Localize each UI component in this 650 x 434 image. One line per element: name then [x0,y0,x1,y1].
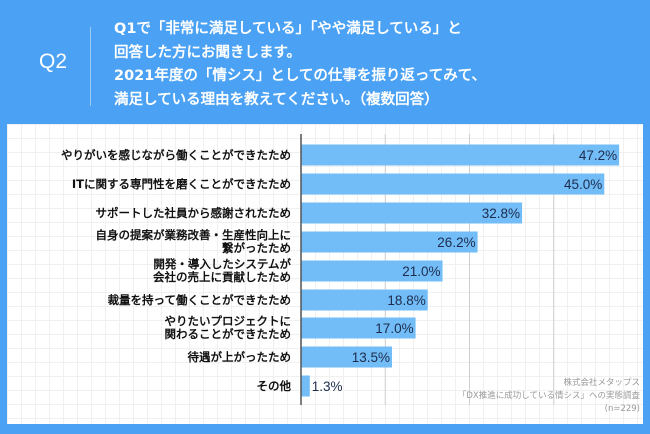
bar [301,317,416,339]
value-label: 18.8% [387,293,425,308]
value-label: 32.8% [482,206,520,221]
value-label: 1.3% [312,379,343,394]
bar [301,289,428,311]
value-label: 45.0% [564,177,602,192]
bar [301,144,620,166]
bar [301,173,605,195]
value-label: 21.0% [402,264,440,279]
category-label: 自身の提案が業務改善・生産性向上に 繋がったため [95,228,292,255]
bar [301,202,523,224]
source-company: 株式会社メタップス [563,378,640,388]
bar [301,375,310,397]
value-label: 17.0% [375,321,413,336]
divider [90,27,91,106]
category-label: 裁量を持って働くことができたため [107,292,291,307]
value-label: 47.2% [579,148,617,163]
category-label: その他 [256,378,292,393]
category-label: 開発・導入したシステムが 会社の売上に貢献したため [153,257,291,284]
value-label: 13.5% [352,350,390,365]
question-text: Q1で「非常に満足している」「やや満足している」と 回答した方にお聞きします。 … [114,21,486,108]
bar [301,260,443,282]
source-survey: 「DX推進に成功している情シス」への実態調査 [457,391,640,401]
category-label: やりがいを感じながら働くことができたため [61,147,291,162]
bar [301,231,478,253]
question-number: Q2 [38,50,67,73]
bar [301,346,392,368]
category-label: やりたいプロジェクトに 関わることができたため [164,314,292,341]
category-label: サポートした社員から感謝されたため [95,205,292,220]
category-label: ITに関する専門性を磨くことができたため [71,176,291,191]
value-label: 26.2% [437,235,475,250]
sample-size: (n=229) [604,404,640,414]
category-label: 待遇が上がったため [187,349,292,364]
